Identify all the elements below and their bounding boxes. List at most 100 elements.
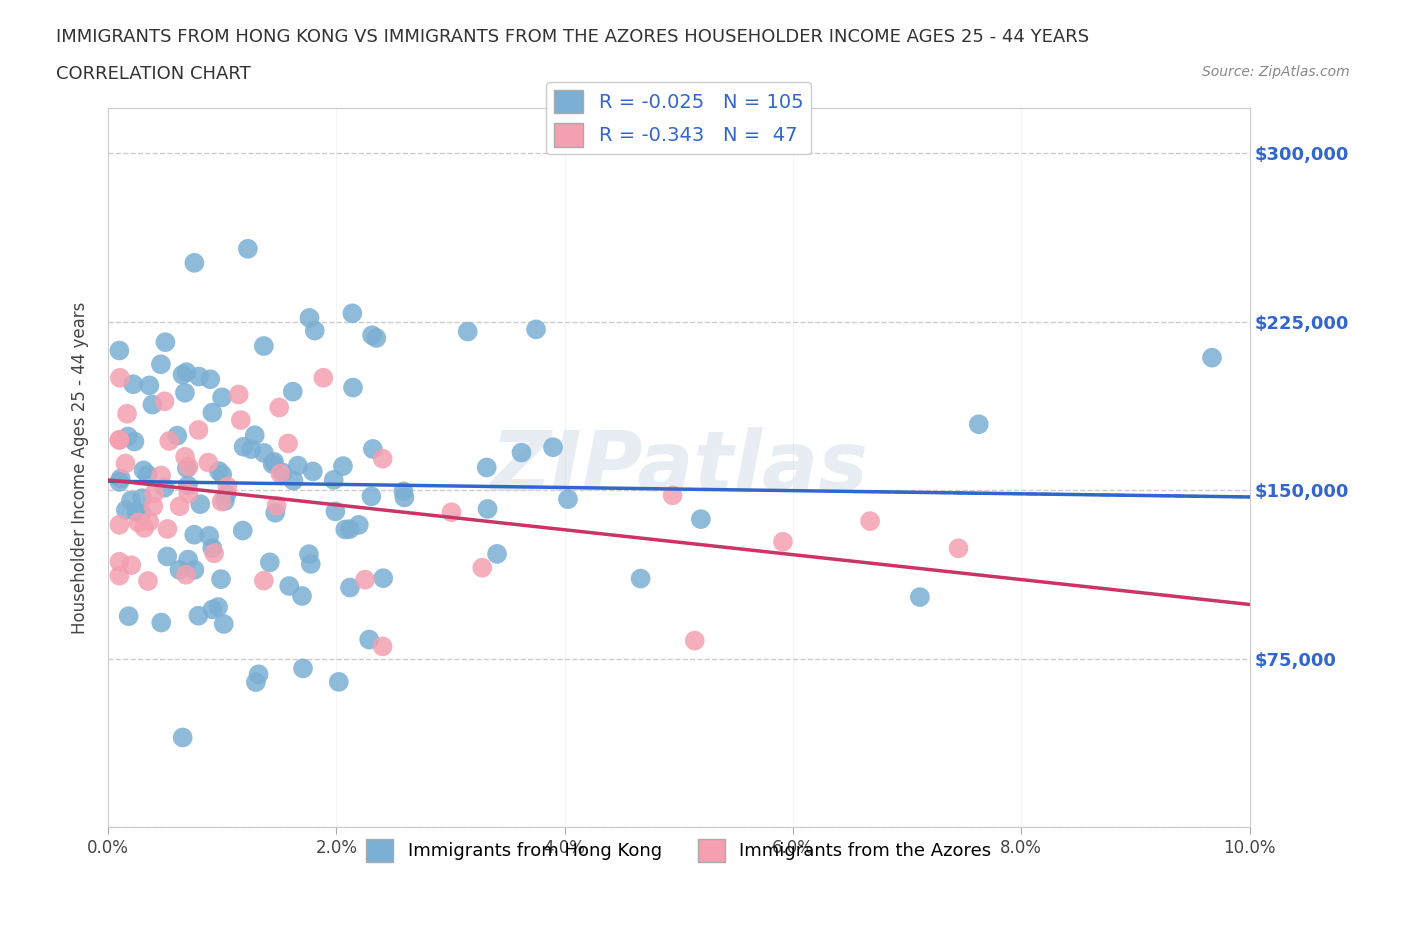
Immigrants from Hong Kong	[347, 517, 370, 532]
Immigrants from Hong Kong	[630, 571, 652, 586]
Immigrants from Hong Kong	[188, 497, 211, 512]
Immigrants from the Azores	[127, 515, 149, 530]
Immigrants from Hong Kong	[908, 590, 931, 604]
Text: CORRELATION CHART: CORRELATION CHART	[56, 65, 252, 83]
Immigrants from Hong Kong	[361, 327, 384, 342]
Immigrants from Hong Kong	[174, 385, 197, 400]
Immigrants from the Azores	[661, 488, 683, 503]
Immigrants from Hong Kong	[108, 343, 131, 358]
Immigrants from Hong Kong	[201, 405, 224, 420]
Immigrants from the Azores	[157, 433, 180, 448]
Immigrants from Hong Kong	[236, 242, 259, 257]
Immigrants from Hong Kong	[115, 502, 138, 517]
Immigrants from Hong Kong	[253, 445, 276, 460]
Immigrants from Hong Kong	[122, 377, 145, 392]
Immigrants from the Azores	[156, 522, 179, 537]
Immigrants from Hong Kong	[132, 463, 155, 478]
Immigrants from Hong Kong	[156, 549, 179, 564]
Immigrants from Hong Kong	[110, 472, 132, 486]
Immigrants from Hong Kong	[271, 465, 294, 480]
Immigrants from Hong Kong	[169, 563, 191, 578]
Immigrants from the Azores	[229, 413, 252, 428]
Text: Source: ZipAtlas.com: Source: ZipAtlas.com	[1202, 65, 1350, 79]
Immigrants from the Azores	[174, 567, 197, 582]
Immigrants from the Azores	[683, 633, 706, 648]
Immigrants from Hong Kong	[201, 602, 224, 617]
Immigrants from the Azores	[108, 517, 131, 532]
Immigrants from the Azores	[197, 455, 219, 470]
Immigrants from Hong Kong	[176, 461, 198, 476]
Immigrants from Hong Kong	[166, 428, 188, 443]
Immigrants from Hong Kong	[325, 504, 347, 519]
Immigrants from Hong Kong	[209, 572, 232, 587]
Immigrants from the Azores	[253, 573, 276, 588]
Immigrants from the Azores	[108, 568, 131, 583]
Immigrants from Hong Kong	[232, 523, 254, 538]
Immigrants from Hong Kong	[328, 674, 350, 689]
Immigrants from Hong Kong	[373, 571, 395, 586]
Immigrants from the Azores	[948, 541, 970, 556]
Immigrants from Hong Kong	[510, 445, 533, 460]
Immigrants from Hong Kong	[335, 522, 357, 537]
Immigrants from Hong Kong	[287, 458, 309, 473]
Immigrants from Hong Kong	[232, 439, 254, 454]
Immigrants from Hong Kong	[253, 339, 276, 353]
Immigrants from the Azores	[108, 432, 131, 447]
Y-axis label: Householder Income Ages 25 - 44 years: Householder Income Ages 25 - 44 years	[72, 301, 89, 634]
Immigrants from Hong Kong	[322, 472, 344, 487]
Immigrants from Hong Kong	[172, 730, 194, 745]
Immigrants from Hong Kong	[183, 256, 205, 271]
Immigrants from the Azores	[150, 468, 173, 483]
Immigrants from the Azores	[371, 639, 394, 654]
Immigrants from Hong Kong	[264, 505, 287, 520]
Immigrants from Hong Kong	[262, 457, 284, 472]
Immigrants from the Azores	[269, 466, 291, 481]
Immigrants from Hong Kong	[177, 478, 200, 493]
Immigrants from Hong Kong	[108, 474, 131, 489]
Immigrants from Hong Kong	[201, 540, 224, 555]
Immigrants from the Azores	[440, 505, 463, 520]
Immigrants from Hong Kong	[211, 390, 233, 405]
Immigrants from Hong Kong	[332, 458, 354, 473]
Immigrants from the Azores	[153, 394, 176, 409]
Immigrants from Hong Kong	[200, 372, 222, 387]
Immigrants from Hong Kong	[541, 440, 564, 455]
Immigrants from the Azores	[187, 422, 209, 437]
Immigrants from Hong Kong	[245, 674, 267, 689]
Immigrants from the Azores	[134, 521, 156, 536]
Immigrants from the Azores	[471, 560, 494, 575]
Immigrants from Hong Kong	[366, 330, 388, 345]
Immigrants from the Azores	[772, 535, 794, 550]
Immigrants from Hong Kong	[183, 563, 205, 578]
Immigrants from Hong Kong	[243, 428, 266, 443]
Immigrants from the Azores	[312, 370, 335, 385]
Immigrants from Hong Kong	[342, 306, 364, 321]
Immigrants from Hong Kong	[486, 547, 509, 562]
Immigrants from Hong Kong	[1201, 351, 1223, 365]
Immigrants from Hong Kong	[155, 335, 177, 350]
Immigrants from Hong Kong	[212, 617, 235, 631]
Immigrants from Hong Kong	[131, 506, 153, 521]
Immigrants from the Azores	[114, 456, 136, 471]
Immigrants from Hong Kong	[477, 501, 499, 516]
Immigrants from the Azores	[115, 406, 138, 421]
Immigrants from the Azores	[269, 400, 291, 415]
Immigrants from Hong Kong	[198, 528, 221, 543]
Immigrants from Hong Kong	[149, 357, 172, 372]
Immigrants from Hong Kong	[524, 322, 547, 337]
Immigrants from Hong Kong	[557, 492, 579, 507]
Immigrants from Hong Kong	[967, 417, 990, 432]
Immigrants from Hong Kong	[361, 442, 384, 457]
Immigrants from Hong Kong	[475, 460, 498, 475]
Immigrants from the Azores	[177, 486, 200, 501]
Immigrants from Hong Kong	[141, 397, 163, 412]
Immigrants from Hong Kong	[176, 365, 198, 379]
Immigrants from Hong Kong	[118, 609, 141, 624]
Immigrants from Hong Kong	[125, 505, 148, 520]
Immigrants from Hong Kong	[689, 512, 711, 526]
Immigrants from Hong Kong	[183, 527, 205, 542]
Text: ZIPatlas: ZIPatlas	[489, 427, 868, 508]
Immigrants from Hong Kong	[214, 494, 236, 509]
Immigrants from Hong Kong	[211, 467, 233, 482]
Immigrants from Hong Kong	[263, 455, 285, 470]
